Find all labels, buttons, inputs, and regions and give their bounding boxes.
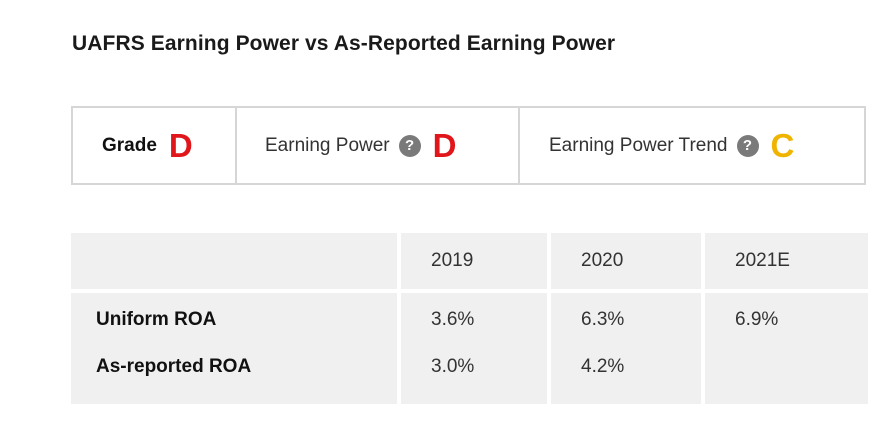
row-label-uniform-roa: Uniform ROA [96,309,217,330]
column-2021e: 6.9% [705,293,868,404]
table-cell [705,357,868,404]
table-header-2019: 2019 [401,233,547,289]
column-2019: 3.6% 3.0% [401,293,547,404]
overall-grade-cell: Grade D [73,108,237,183]
table-header-2021e: 2021E [705,233,868,289]
table-cell: 6.9% [735,309,779,330]
help-icon[interactable]: ? [398,134,421,157]
column-2020: 6.3% 4.2% [551,293,701,404]
grade-summary: Grade D Earning Power ? D Earning Power … [71,106,866,185]
grade-label: Grade [102,134,157,156]
page-title: UAFRS Earning Power vs As-Reported Earni… [72,32,616,55]
table-header-blank [71,233,397,289]
table-cell: 3.0% [431,356,475,377]
table-cell: 4.2% [581,356,625,377]
earning-power-trend-label: Earning Power Trend [549,134,728,156]
earning-power-trend-cell: Earning Power Trend ? C [520,108,864,183]
table-cell: 6.3% [581,309,625,330]
earning-power-label: Earning Power [265,134,390,156]
help-icon[interactable]: ? [736,134,759,157]
roa-table: 2019 2020 2021E Uniform ROA As-reported … [71,233,868,404]
table-header-2020: 2020 [551,233,701,289]
earning-power-cell: Earning Power ? D [237,108,520,183]
row-labels-column: Uniform ROA As-reported ROA [71,293,397,404]
grade-value: D [168,127,193,164]
earning-power-grade: D [432,127,457,164]
table-cell: 3.6% [431,309,475,330]
earning-power-trend-grade: C [770,127,795,164]
row-label-as-reported-roa: As-reported ROA [96,356,252,377]
